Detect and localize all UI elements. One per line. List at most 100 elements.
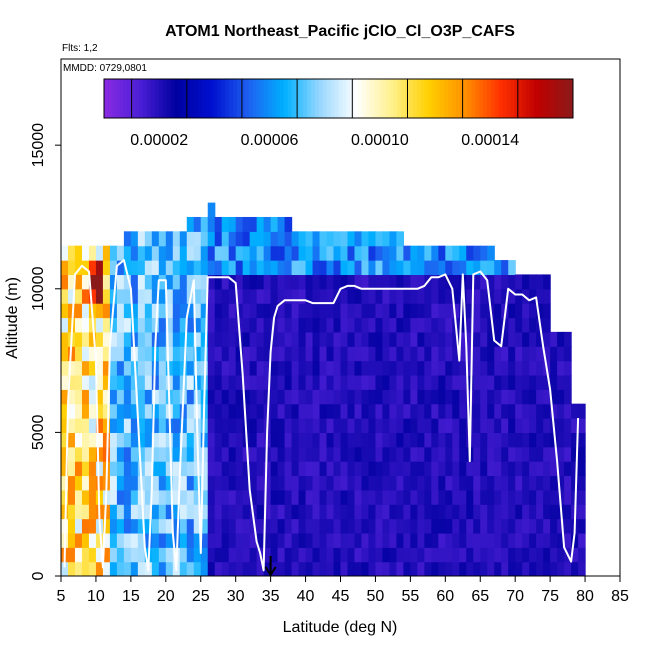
heatmap-cell <box>249 346 258 362</box>
heatmap-cell <box>522 331 530 347</box>
heatmap-cell <box>522 475 530 491</box>
colorbar-step <box>264 79 269 118</box>
heatmap-cell <box>130 518 139 534</box>
heatmap-cell <box>305 561 314 576</box>
heatmap-cell <box>235 432 244 448</box>
heatmap-cell <box>557 432 565 448</box>
heatmap-cell <box>130 432 139 448</box>
heatmap-cell <box>536 418 544 433</box>
heatmap-cell <box>172 374 181 390</box>
heatmap-cell <box>501 331 509 347</box>
heatmap-cell <box>431 360 439 376</box>
heatmap-cell <box>151 489 160 505</box>
heatmap-cell <box>501 561 509 576</box>
heatmap-cell <box>130 331 139 347</box>
colorbar-step <box>440 79 445 118</box>
heatmap-cell <box>445 547 453 563</box>
heatmap-cell <box>102 547 111 563</box>
heatmap-cell <box>396 374 404 390</box>
heatmap-cell <box>459 446 467 462</box>
heatmap-cell <box>354 475 363 491</box>
heatmap-cell <box>116 317 125 333</box>
heatmap-cell <box>116 532 125 548</box>
heatmap-cell <box>375 274 384 290</box>
heatmap-cell <box>61 374 69 390</box>
heatmap-cell <box>452 504 460 520</box>
heatmap-cell <box>242 360 251 376</box>
heatmap-cell <box>487 403 495 419</box>
heatmap-cell <box>200 518 209 534</box>
heatmap-cell <box>536 518 544 534</box>
heatmap-cell <box>200 504 209 520</box>
heatmap-cell <box>536 446 544 462</box>
heatmap-cell <box>67 461 76 477</box>
heatmap-cell <box>564 418 572 433</box>
heatmap-cell <box>403 418 411 433</box>
heatmap-cell <box>452 245 460 261</box>
heatmap-cell <box>522 461 530 477</box>
heatmap-cell <box>536 374 544 390</box>
heatmap-cell <box>193 245 202 261</box>
heatmap-cell <box>515 532 523 548</box>
heatmap-cell <box>165 260 174 276</box>
colorbar-step <box>561 79 566 118</box>
heatmap-cell <box>263 547 272 563</box>
heatmap-cell <box>242 231 251 247</box>
heatmap-cell <box>249 461 258 477</box>
heatmap-cell <box>137 260 146 276</box>
heatmap-cell <box>494 331 502 347</box>
heatmap-cell <box>193 561 202 576</box>
heatmap-cell <box>214 561 223 576</box>
heatmap-cell <box>361 489 370 505</box>
heatmap-cell <box>536 547 544 563</box>
heatmap-cell <box>263 389 272 405</box>
heatmap-cell <box>571 432 579 448</box>
heatmap-cell <box>501 518 509 534</box>
heatmap-cell <box>564 461 572 477</box>
heatmap-cell <box>396 518 404 534</box>
heatmap-cell <box>536 403 544 419</box>
heatmap-cell <box>473 331 481 347</box>
heatmap-cell <box>270 303 279 319</box>
heatmap-cell <box>375 547 384 563</box>
heatmap-cell <box>61 489 69 505</box>
heatmap-cell <box>480 360 488 376</box>
colorbar-step <box>213 79 218 118</box>
heatmap-cell <box>459 245 467 261</box>
heatmap-cell <box>81 389 90 405</box>
heatmap-cell <box>186 561 195 576</box>
heatmap-cell <box>270 374 279 390</box>
heatmap-cell <box>340 446 349 462</box>
heatmap-cell <box>158 446 167 462</box>
heatmap-cell <box>382 561 391 576</box>
heatmap-cell <box>424 317 432 333</box>
heatmap-cell <box>95 288 104 304</box>
heatmap-cell <box>256 561 265 576</box>
heatmap-cell <box>347 360 356 376</box>
heatmap-cell <box>214 446 223 462</box>
heatmap-cell <box>515 489 523 505</box>
heatmap-cell <box>466 532 474 548</box>
heatmap-cell <box>284 274 293 290</box>
heatmap-cell <box>172 475 181 491</box>
x-tick-label: 75 <box>541 588 559 605</box>
heatmap-cell <box>466 245 474 261</box>
heatmap-cell <box>354 518 363 534</box>
heatmap-cell <box>186 317 195 333</box>
heatmap-cell <box>74 374 83 390</box>
heatmap-cell <box>235 504 244 520</box>
heatmap-cell <box>333 374 342 390</box>
heatmap-cell <box>123 303 132 319</box>
heatmap-cell <box>214 418 223 433</box>
heatmap-cell <box>284 403 293 419</box>
heatmap-cell <box>95 561 104 576</box>
heatmap-cell <box>396 532 404 548</box>
heatmap-cell <box>396 288 404 304</box>
heatmap-cell <box>74 504 83 520</box>
heatmap-cell <box>291 475 300 491</box>
heatmap-cell <box>480 389 488 405</box>
heatmap-cell <box>158 547 167 563</box>
colorbar-step <box>209 79 214 118</box>
heatmap-cell <box>277 489 286 505</box>
heatmap-cell <box>207 403 216 419</box>
